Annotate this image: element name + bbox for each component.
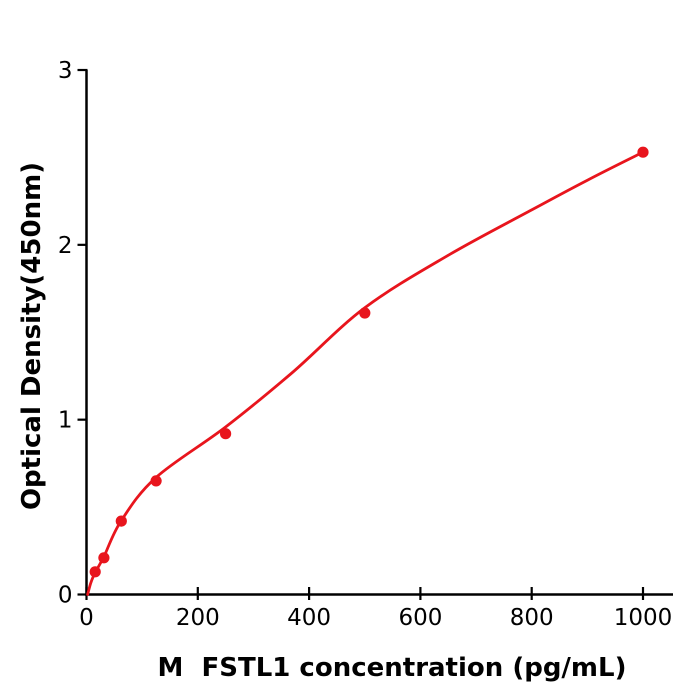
y-axis-title: Optical Density(450nm) <box>17 162 47 510</box>
data-point <box>150 475 162 487</box>
y-tick-label: 0 <box>58 583 73 609</box>
data-point <box>98 552 110 564</box>
data-point <box>220 428 232 440</box>
x-tick-label: 800 <box>510 605 554 631</box>
x-tick-label: 200 <box>176 605 220 631</box>
x-tick-label: 1000 <box>614 605 673 631</box>
plot-layer: 0 200 400 600 800 1000 0 1 2 3 <box>58 58 673 631</box>
x-tick-label: 600 <box>398 605 442 631</box>
data-point <box>637 146 649 158</box>
fit-curve <box>86 150 645 596</box>
x-tick-label: 400 <box>287 605 331 631</box>
y-tick-label: 2 <box>58 233 73 259</box>
y-tick-label: 3 <box>58 58 73 84</box>
y-tick-label: 1 <box>58 408 73 434</box>
data-point <box>359 307 371 319</box>
data-point <box>89 566 101 578</box>
x-tick-label: 0 <box>79 605 94 631</box>
x-axis-title: M FSTL1 concentration (pg/mL) <box>158 653 627 683</box>
data-point <box>115 515 127 527</box>
